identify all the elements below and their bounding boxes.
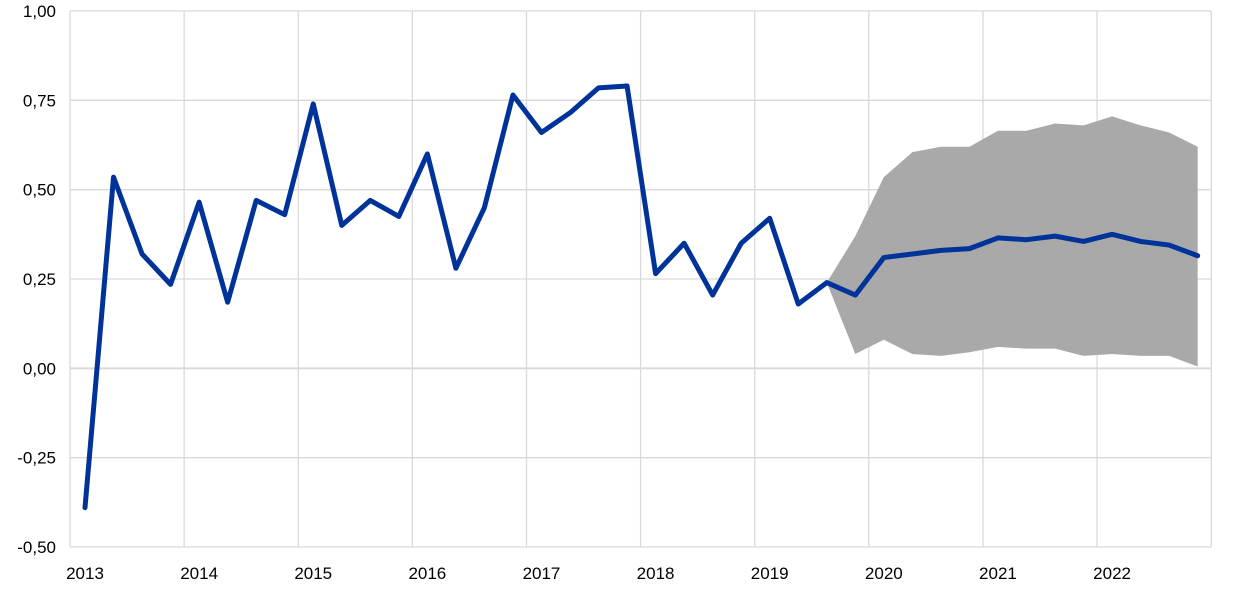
x-tick-label: 2014: [180, 564, 218, 583]
y-tick-label: 1,00: [23, 2, 56, 21]
y-tick-label: 0,75: [23, 91, 56, 110]
y-axis: -0,50 -0,25 0,00 0,25 0,50 0,75 1,00: [17, 2, 56, 557]
x-tick-label: 2015: [294, 564, 332, 583]
y-tick-label: 0,25: [23, 270, 56, 289]
x-tick-label: 2021: [979, 564, 1017, 583]
x-axis: 2013 2014 2015 2016 2017 2018 2019 2020 2021 2022: [66, 564, 1131, 583]
x-tick-label: 2017: [523, 564, 561, 583]
x-tick-label: 2013: [66, 564, 104, 583]
y-tick-label: -0,50: [17, 538, 56, 557]
y-tick-label: 0,00: [23, 359, 56, 378]
x-tick-label: 2018: [637, 564, 675, 583]
x-tick-label: 2016: [408, 564, 446, 583]
x-tick-label: 2020: [865, 564, 903, 583]
x-tick-label: 2019: [751, 564, 789, 583]
y-tick-label: 0,50: [23, 181, 56, 200]
x-tick-label: 2022: [1093, 564, 1131, 583]
y-tick-label: -0,25: [17, 449, 56, 468]
